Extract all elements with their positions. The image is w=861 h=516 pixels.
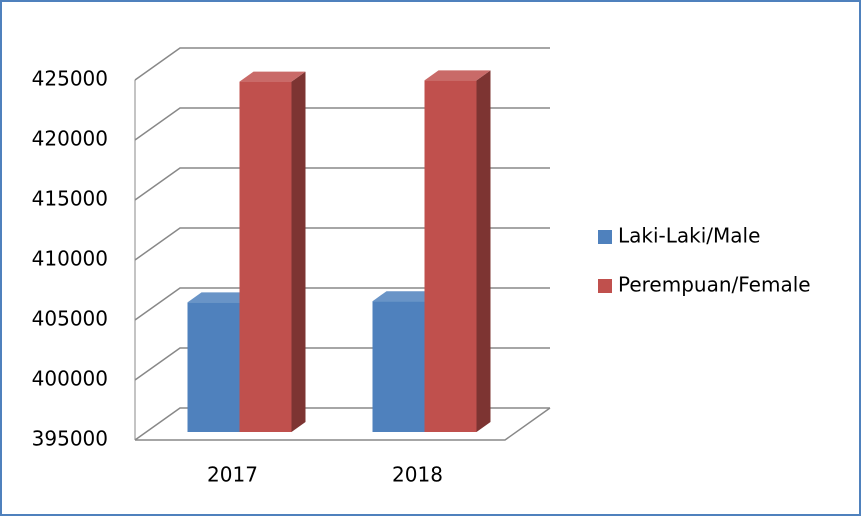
legend-swatch xyxy=(598,230,612,244)
bar-top xyxy=(187,292,254,303)
legend-swatch xyxy=(598,279,612,293)
y-tick-label: 410000 xyxy=(32,247,108,271)
grid-line xyxy=(134,47,550,81)
bar-top xyxy=(424,70,491,81)
legend-label: Laki-Laki/Male xyxy=(618,224,760,248)
y-tick-label: 405000 xyxy=(32,307,108,331)
y-tick-label: 400000 xyxy=(32,367,108,391)
bar-side xyxy=(476,70,491,433)
bar xyxy=(372,301,425,432)
bar-top xyxy=(372,291,439,302)
bar xyxy=(239,81,292,432)
bar xyxy=(424,80,477,433)
floor xyxy=(135,407,551,441)
y-tick-label: 425000 xyxy=(32,67,108,91)
bar-top xyxy=(239,71,306,82)
x-tick-label: 2017 xyxy=(207,463,258,487)
y-tick-label: 420000 xyxy=(32,127,108,151)
x-tick-label: 2018 xyxy=(392,463,443,487)
bar-side xyxy=(291,71,306,432)
y-tick-label: 395000 xyxy=(32,427,108,451)
legend-label: Perempuan/Female xyxy=(618,273,811,297)
bar xyxy=(187,302,240,432)
y-tick-label: 415000 xyxy=(32,187,108,211)
